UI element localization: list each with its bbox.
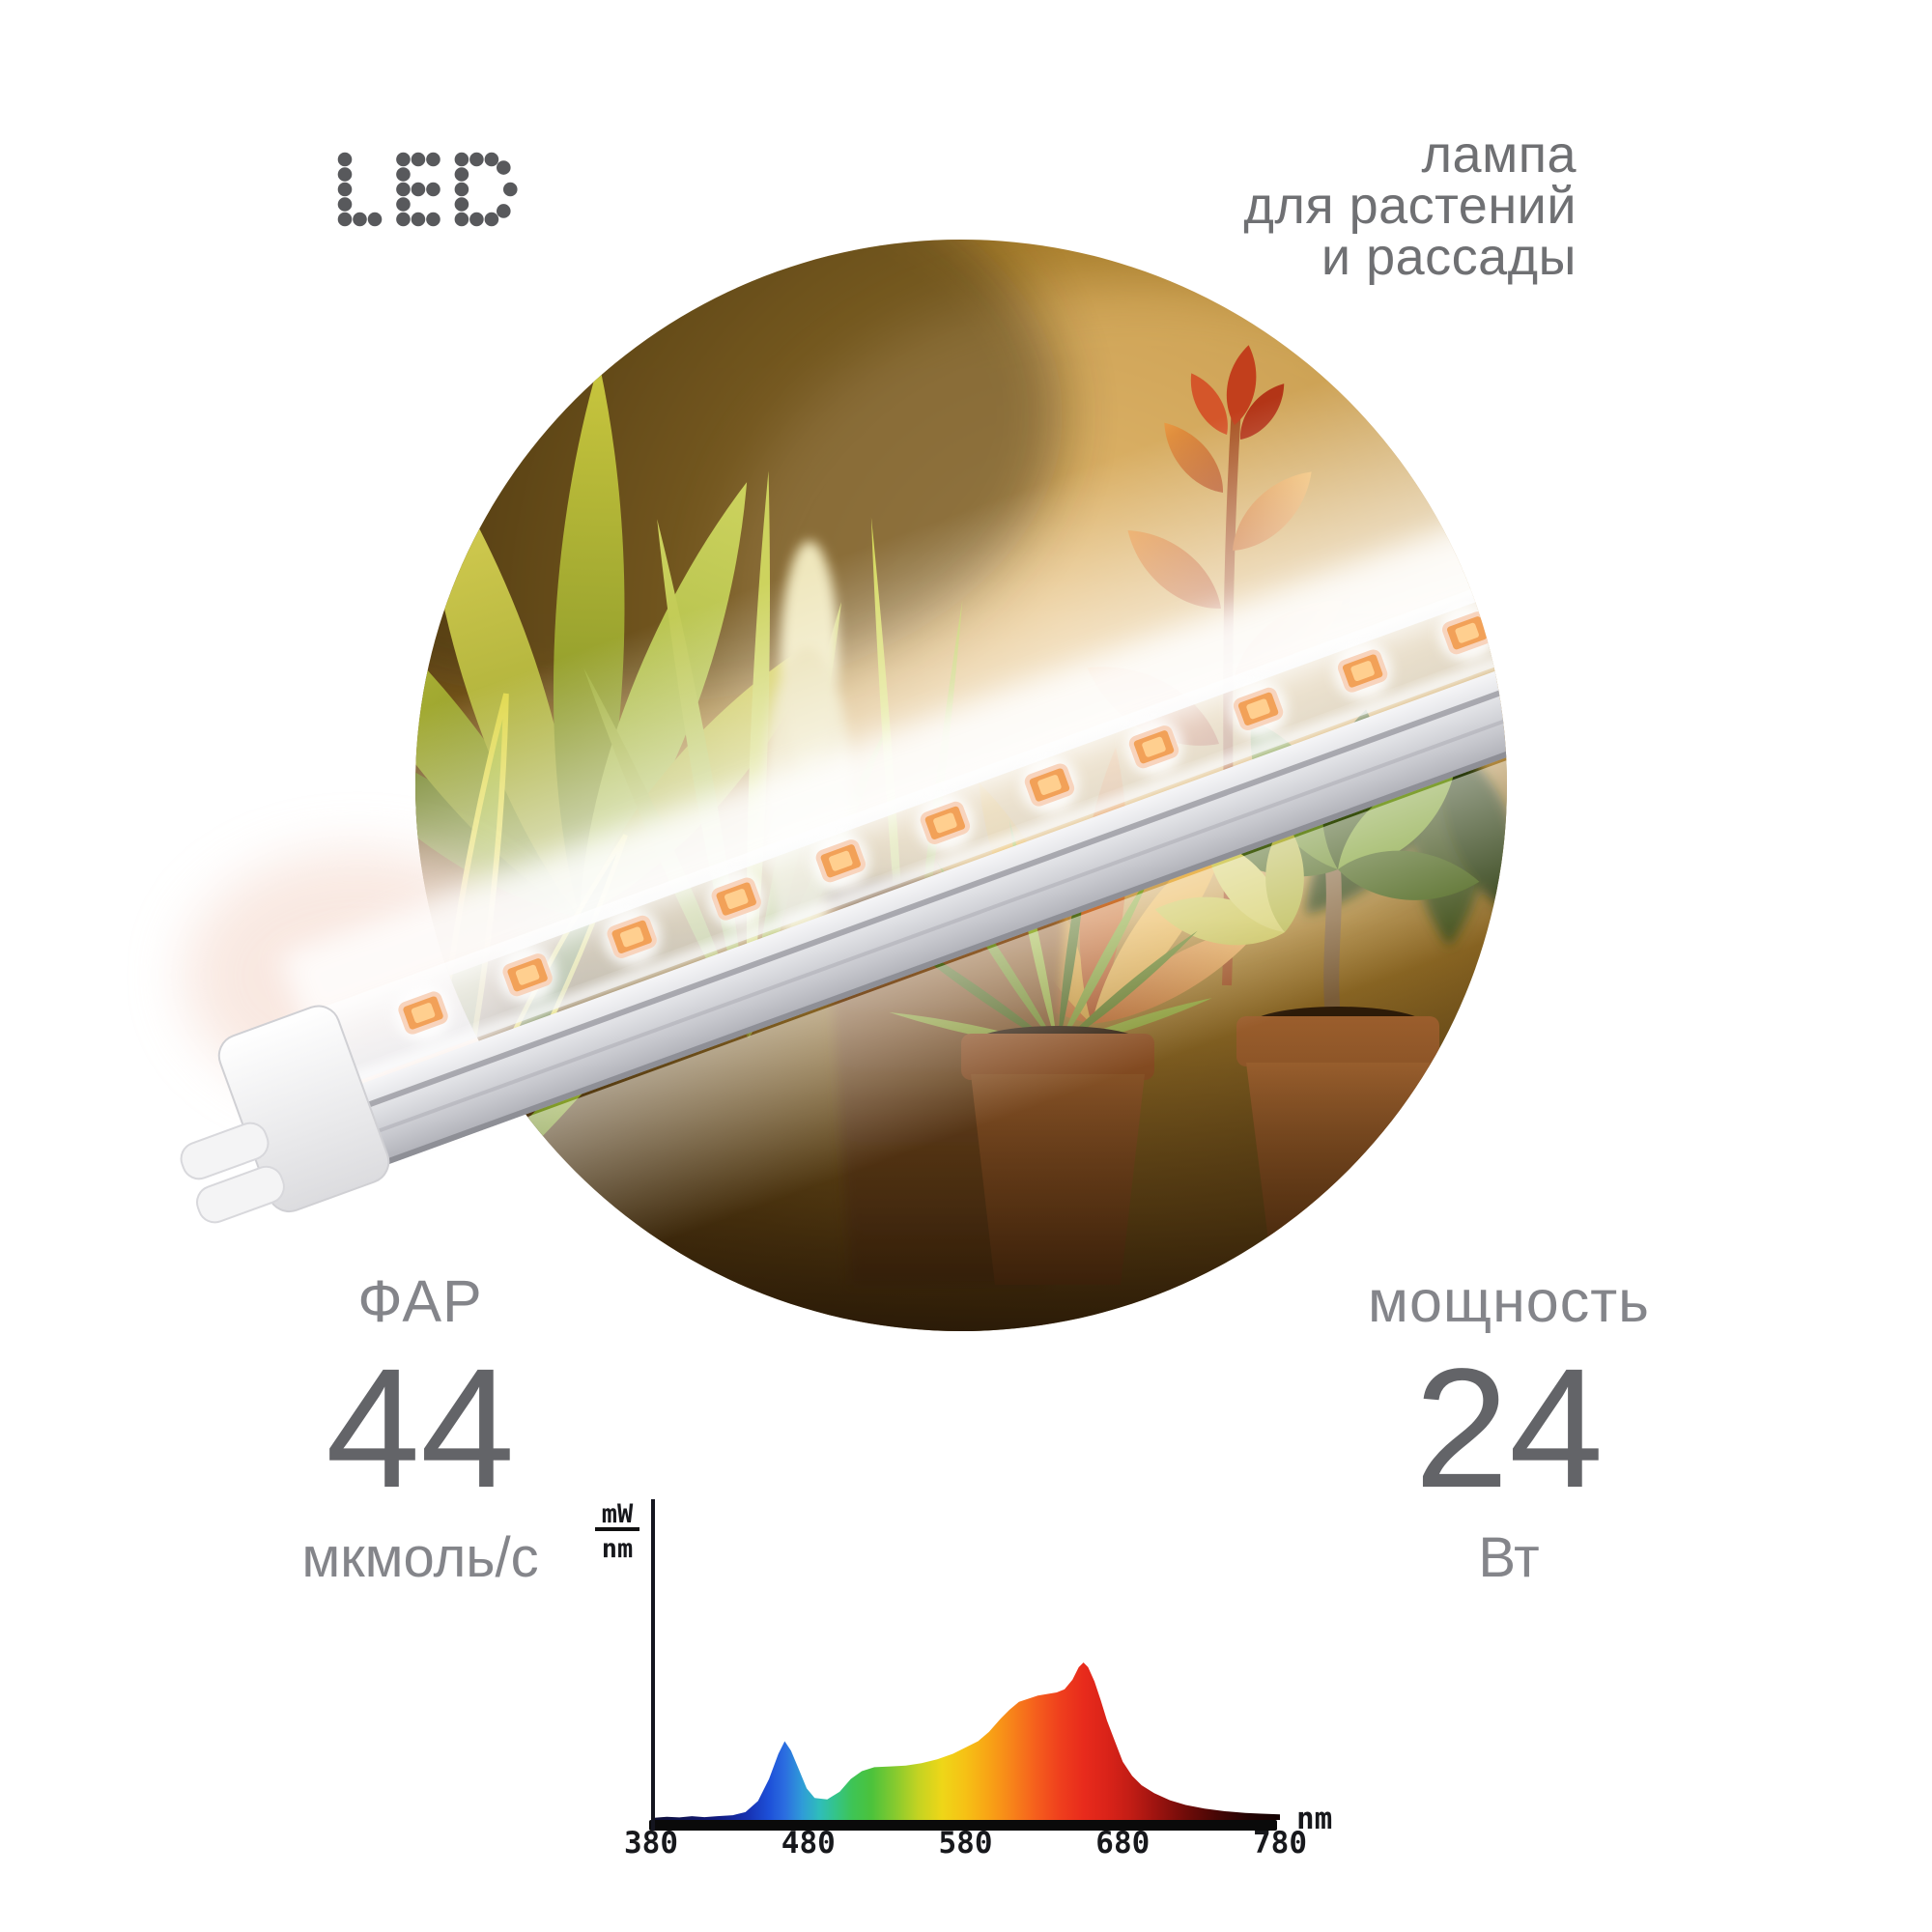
x-tick-label: 380 [624,1826,678,1861]
tagline-line-1: лампа [1421,126,1577,184]
par-spec: ФАР 44 мкмоль/с [217,1267,623,1590]
led-logo [337,152,518,227]
lamp-endcap-pins [180,1122,285,1224]
power-value: 24 [1414,1334,1604,1523]
tagline-line-3: и рассады [1321,228,1577,286]
power-label: мощность [1368,1268,1650,1334]
par-value: 44 [326,1334,515,1523]
power-unit: Вт [1478,1526,1540,1590]
x-tick-label: 580 [939,1826,993,1861]
lamp-glow [278,505,1507,1033]
x-tick-label: 780 [1253,1826,1307,1861]
x-tick-label: 480 [781,1826,836,1861]
y-axis-fraction-line [595,1527,639,1531]
spectrum-area [651,1662,1280,1820]
lamp-housing [348,645,1507,1169]
tagline-line-2: для растений [1243,177,1577,235]
led-logo-dots [337,152,518,227]
par-unit: мкмоль/с [301,1526,539,1590]
x-tick-label: 680 [1095,1826,1150,1861]
y-axis-line [651,1499,655,1831]
product-tagline: лампа для растений и рассады [1243,126,1577,286]
lamp-light-wash [415,320,1507,1331]
par-label: ФАР [357,1268,483,1334]
power-spec: мощность 24 Вт [1306,1267,1712,1590]
spectrum-chart: 380 480 580 680 780 nm mW nm [541,1468,1391,1884]
y-axis-unit-denominator: nm [602,1534,634,1564]
grow-lamp [180,505,1507,1224]
x-axis-line [649,1820,1277,1831]
y-axis-unit-numerator: mW [602,1499,634,1529]
x-axis-unit-label: nm [1296,1802,1332,1836]
